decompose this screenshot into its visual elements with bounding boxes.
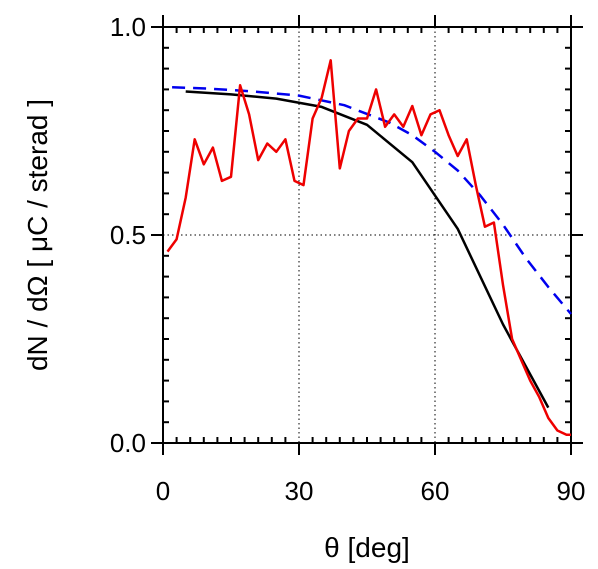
- x-tick-label: 60: [421, 476, 450, 506]
- y-tick-label: 1.0: [110, 12, 146, 42]
- x-tick-label: 0: [156, 476, 170, 506]
- y-tick-label: 0.5: [110, 220, 146, 250]
- series-group: [166, 59, 572, 436]
- x-tick-label: 30: [285, 476, 314, 506]
- series-line-2: [166, 59, 571, 436]
- series-line-0: [185, 90, 550, 409]
- major-ticks: [151, 15, 583, 455]
- minor-ticks: [163, 27, 571, 443]
- x-axis-label: θ [deg]: [324, 532, 410, 563]
- y-tick-labels: 0.0 0.5 1.0: [110, 12, 146, 458]
- y-tick-label: 0.0: [110, 428, 146, 458]
- series-line-1: [172, 86, 572, 315]
- y-axis-label: dN / dΩ [ μC / sterad ]: [22, 99, 53, 371]
- x-tick-label: 90: [557, 476, 586, 506]
- x-tick-labels: 0 30 60 90: [156, 476, 586, 506]
